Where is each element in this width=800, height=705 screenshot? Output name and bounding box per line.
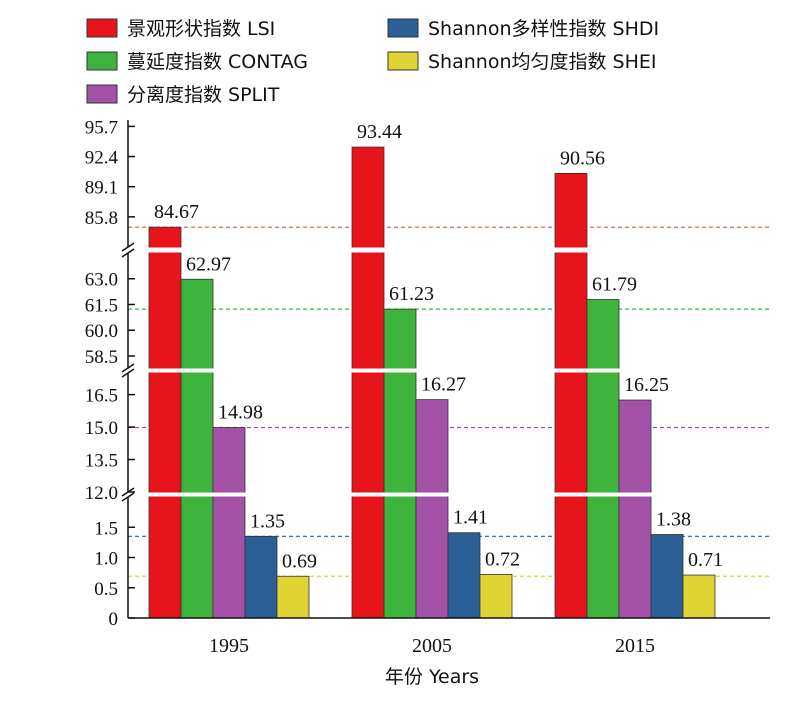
- bar: [650, 534, 684, 619]
- legend-swatch: [86, 18, 118, 38]
- data-label: 14.98: [218, 402, 263, 424]
- axis-break-gap: [122, 368, 774, 373]
- data-label: 84.67: [154, 201, 199, 223]
- y-tick-label: 15.0: [85, 418, 118, 439]
- y-tick-label: 61.5: [85, 295, 118, 316]
- legend-label: Shannon均匀度指数 SHEI: [428, 51, 657, 73]
- y-tick-label: 12.0: [85, 483, 118, 504]
- y-axis: 0 0.5 1.0 1.5 12.0 13.5 15.0 16.5 58.5 60.0 61.5 63…: [85, 117, 135, 630]
- legend: 景观形状指数 LSI 蔓延度指数 CONTAG 分离度指数 SPLIT Shannon…: [86, 18, 659, 106]
- axis-break-mark: [121, 242, 135, 252]
- data-label: 0.72: [485, 548, 520, 570]
- data-label: 0.69: [282, 550, 317, 572]
- legend-swatch: [86, 84, 118, 104]
- y-tick-label: 0.5: [94, 579, 118, 600]
- data-label: 0.71: [688, 549, 723, 571]
- bar: [586, 299, 620, 619]
- y-tick-label: 60.0: [85, 321, 118, 342]
- y-tick-label: 1.5: [94, 518, 118, 539]
- data-label: 16.27: [421, 374, 466, 396]
- legend-label: 景观形状指数 LSI: [127, 18, 275, 40]
- axis-break-mark: [121, 368, 135, 378]
- axis-break-gap: [122, 247, 774, 253]
- legend-swatch: [387, 51, 419, 71]
- bar: [148, 226, 182, 619]
- y-tick-label: 16.5: [85, 386, 118, 407]
- axis-break-mark: [121, 248, 135, 258]
- legend-label: 蔓延度指数 CONTAG: [127, 51, 308, 73]
- bar: [682, 574, 716, 619]
- x-tick-label: 2015: [615, 635, 655, 657]
- data-label: 1.41: [453, 507, 488, 529]
- bar: [447, 532, 481, 619]
- x-tick-label: 2005: [412, 635, 452, 657]
- x-axis-title: 年份 Years: [385, 666, 479, 688]
- y-tick-label: 95.7: [85, 117, 118, 138]
- legend-label: 分离度指数 SPLIT: [127, 84, 280, 106]
- x-tick-label: 1995: [209, 635, 249, 657]
- y-tick-label: 13.5: [85, 451, 118, 472]
- legend-swatch: [387, 18, 419, 38]
- bar: [180, 278, 214, 619]
- data-label: 61.79: [592, 274, 637, 296]
- axis-break-mark: [121, 363, 135, 373]
- bar: [244, 535, 278, 619]
- data-label: 1.38: [656, 509, 691, 531]
- bar: [351, 146, 385, 619]
- y-tick-label: 1.0: [94, 549, 118, 570]
- y-tick-label: 85.8: [85, 208, 118, 229]
- axis-break-gap: [122, 492, 774, 497]
- bar: [415, 399, 449, 619]
- bar: [276, 575, 310, 619]
- bars: [122, 146, 774, 619]
- data-labels: 84.67 62.97 14.98 1.35 0.69 93.44 61.23 16.27 1.…: [154, 121, 723, 572]
- y-tick-label: 92.4: [85, 148, 119, 169]
- legend-label: Shannon多样性指数 SHDI: [428, 18, 659, 40]
- bar: [554, 172, 588, 619]
- data-label: 61.23: [389, 283, 434, 305]
- axis-break-mark: [121, 492, 135, 502]
- data-label: 90.56: [560, 147, 605, 169]
- y-tick-label: 0: [109, 609, 119, 630]
- data-label: 16.25: [624, 374, 669, 396]
- y-tick-label: 58.5: [85, 347, 118, 368]
- axis-break-mark: [121, 487, 135, 497]
- legend-swatch: [86, 51, 118, 71]
- bar: [383, 308, 417, 619]
- data-label: 62.97: [186, 253, 231, 275]
- y-tick-label: 89.1: [85, 178, 118, 199]
- bar: [479, 574, 513, 619]
- data-label: 1.35: [250, 510, 285, 532]
- y-tick-label: 63.0: [85, 270, 118, 291]
- data-label: 93.44: [357, 121, 402, 143]
- x-axis: 1995 2005 2015 年份 Years: [128, 617, 770, 688]
- bar: [618, 399, 652, 619]
- bar: [212, 427, 246, 619]
